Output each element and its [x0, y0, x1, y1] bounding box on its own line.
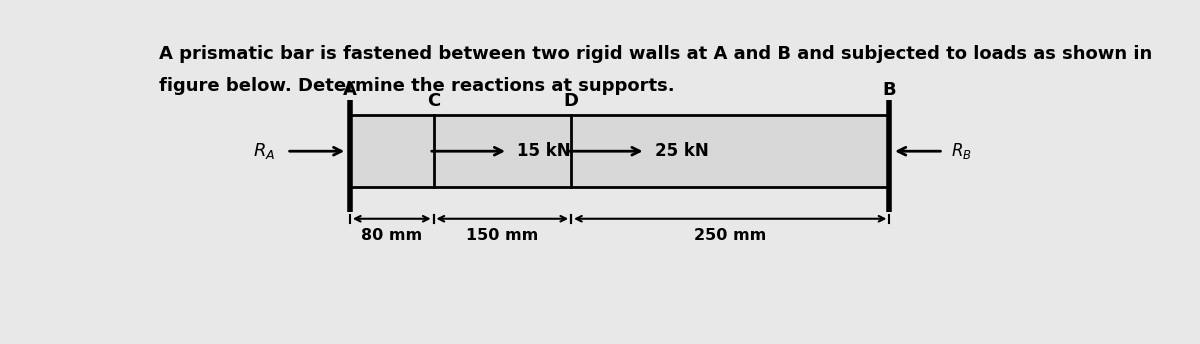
Text: $R_A$: $R_A$ — [253, 141, 276, 161]
Text: B: B — [882, 81, 896, 99]
Text: D: D — [564, 92, 578, 110]
Text: 25 kN: 25 kN — [655, 142, 708, 160]
Text: $R_B$: $R_B$ — [950, 141, 972, 161]
Text: 80 mm: 80 mm — [361, 228, 422, 243]
Text: 150 mm: 150 mm — [467, 228, 539, 243]
Text: A prismatic bar is fastened between two rigid walls at A and B and subjected to : A prismatic bar is fastened between two … — [160, 45, 1152, 63]
Bar — [350, 116, 889, 187]
Text: C: C — [427, 92, 440, 110]
Text: A: A — [343, 81, 356, 99]
Text: 250 mm: 250 mm — [694, 228, 767, 243]
Text: 15 kN: 15 kN — [517, 142, 571, 160]
Text: figure below. Determine the reactions at supports.: figure below. Determine the reactions at… — [160, 77, 674, 95]
